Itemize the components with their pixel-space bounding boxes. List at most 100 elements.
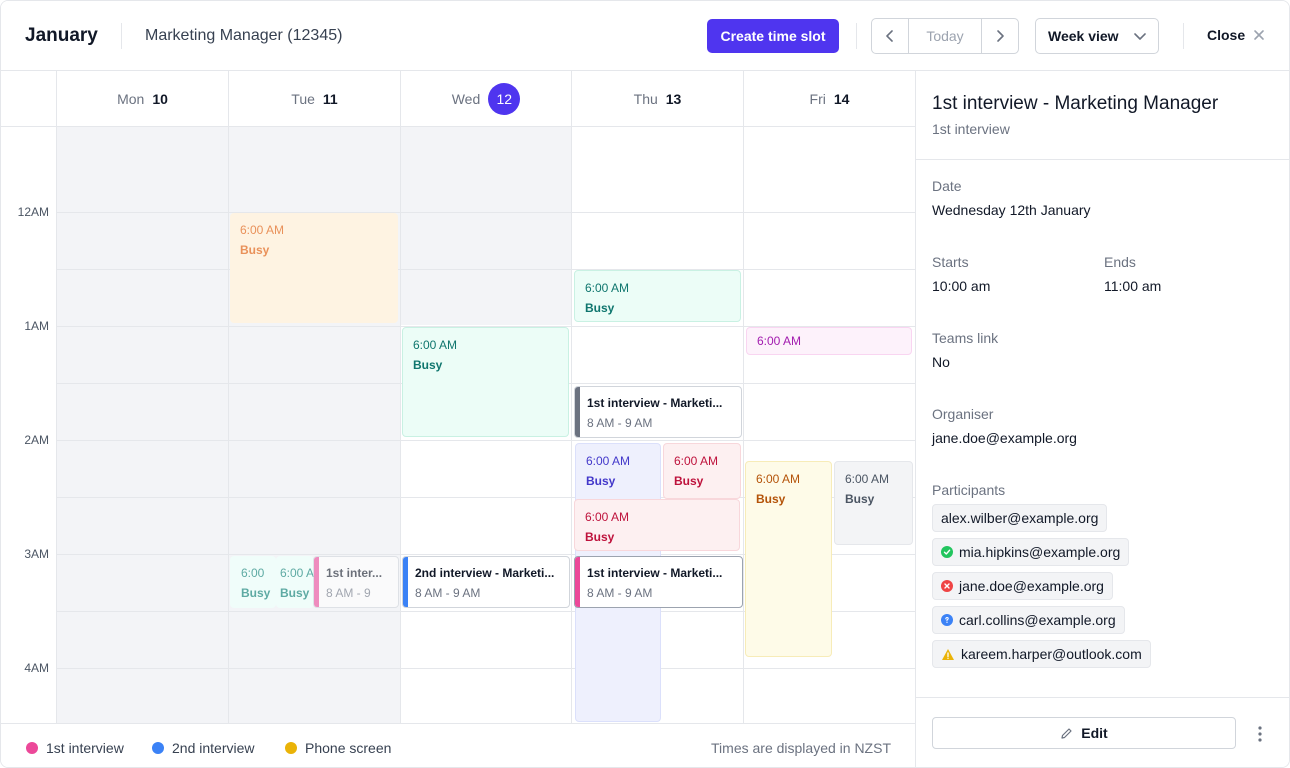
busy-event[interactable]: 6:00 A Busy <box>276 556 314 608</box>
participant-chip: jane.doe@example.org <box>932 572 1113 600</box>
busy-event[interactable]: 6:00 AM <box>746 327 912 355</box>
event-time: 8 AM - 9 AM <box>587 416 653 430</box>
day-column-thu[interactable] <box>572 127 744 723</box>
interview-event[interactable]: 1st inter... 8 AM - 9 <box>313 556 399 608</box>
timezone-note: Times are displayed in NZST <box>711 740 891 756</box>
event-time: 6:00 AM <box>585 281 630 295</box>
time-label: 1AM <box>24 319 49 333</box>
grid-line <box>57 326 915 327</box>
ends-label: Ends <box>1104 254 1136 270</box>
today-button[interactable]: Today <box>908 19 982 53</box>
grid-line <box>57 212 915 213</box>
date-label: Date <box>932 178 962 194</box>
event-details-panel: 1st interview - Marketing Manager 1st in… <box>915 71 1289 767</box>
participant-chip: carl.collins@example.org <box>932 606 1125 634</box>
previous-week-button[interactable] <box>872 19 908 53</box>
legend-label: 2nd interview <box>172 740 255 756</box>
starts-value: 10:00 am <box>932 278 991 294</box>
day-column-wed[interactable] <box>401 127 572 723</box>
date-value: Wednesday 12th January <box>932 202 1091 218</box>
event-status: Busy <box>585 301 615 315</box>
event-time: 6:00 <box>241 566 265 580</box>
interview-event[interactable]: 1st interview - Marketi... 8 AM - 9 AM <box>574 556 743 608</box>
day-column-mon[interactable] <box>57 127 229 723</box>
close-label: Close <box>1207 27 1246 43</box>
date-navigation: Today <box>871 18 1019 54</box>
event-color-bar <box>314 557 319 607</box>
event-type: 1st interview <box>932 121 1010 137</box>
job-title: Marketing Manager (12345) <box>145 27 343 44</box>
event-time: 6:00 AM <box>240 223 285 237</box>
past-hours-shade <box>401 127 571 325</box>
event-time: 6:00 A <box>280 566 314 580</box>
chevron-left-icon <box>886 30 893 42</box>
day-number: 13 <box>665 90 682 107</box>
busy-event[interactable]: 6:00 AM Busy <box>574 270 741 322</box>
participants-label: Participants <box>932 482 1006 498</box>
day-name: Mon <box>117 90 145 107</box>
event-status: Busy <box>674 474 704 488</box>
grid-line <box>57 269 915 270</box>
event-color-bar <box>403 557 408 607</box>
pencil-icon <box>1061 727 1072 739</box>
legend-label: Phone screen <box>305 740 392 756</box>
event-time: 8 AM - 9 AM <box>587 586 653 600</box>
legend-item-phone-screen: Phone screen <box>285 740 391 756</box>
divider <box>916 159 1289 160</box>
more-options-icon[interactable] <box>1254 725 1266 743</box>
top-bar: January Marketing Manager (12345) Create… <box>1 1 1289 71</box>
teams-link-label: Teams link <box>932 330 999 346</box>
day-number: 14 <box>833 90 850 107</box>
divider <box>1183 23 1184 49</box>
month-title: January <box>25 25 98 46</box>
time-label: 3AM <box>24 547 49 561</box>
participant-email: mia.hipkins@example.org <box>959 544 1121 560</box>
busy-event[interactable]: 6:00 AM Busy <box>230 213 398 323</box>
warning-icon <box>942 648 954 660</box>
ends-value: 11:00 am <box>1104 278 1162 294</box>
day-number: 11 <box>322 90 338 107</box>
view-selector[interactable]: Week view <box>1035 18 1159 54</box>
event-time: 8 AM - 9 AM <box>415 586 481 600</box>
time-label: 2AM <box>24 433 49 447</box>
next-week-button[interactable] <box>982 19 1018 53</box>
event-time: 6:00 AM <box>757 334 802 348</box>
event-status: Busy <box>280 586 310 600</box>
busy-event[interactable]: 6:00 AM Busy <box>574 499 740 551</box>
edit-label: Edit <box>1081 725 1108 741</box>
create-time-slot-button[interactable]: Create time slot <box>707 19 839 53</box>
interview-event[interactable]: 1st interview - Marketi... 8 AM - 9 AM <box>574 386 742 438</box>
starts-label: Starts <box>932 254 969 270</box>
participant-email: kareem.harper@outlook.com <box>961 646 1142 662</box>
busy-event[interactable]: 6:00 AM Busy <box>834 461 913 545</box>
legend-item-1st-interview: 1st interview <box>26 740 124 756</box>
participant-chip: kareem.harper@outlook.com <box>932 640 1151 668</box>
week-calendar: Mon 10 Tue 11 Wed 12 Thu 13 Fri 14 12AM <box>1 71 915 723</box>
event-title: 1st interview - Marketing Manager <box>932 93 1219 114</box>
event-title: 1st interview - Marketi... <box>587 396 723 410</box>
busy-event[interactable]: 6:00 AM Busy <box>402 327 569 437</box>
event-time: 6:00 AM <box>674 454 719 468</box>
chevron-right-icon <box>997 30 1004 42</box>
event-status: Busy <box>241 586 271 600</box>
event-title: 2nd interview - Marketi... <box>415 566 555 580</box>
close-icon <box>1254 30 1264 40</box>
divider <box>856 23 857 49</box>
grid-line <box>57 668 915 669</box>
interview-event[interactable]: 2nd interview - Marketi... 8 AM - 9 AM <box>402 556 570 608</box>
busy-event[interactable]: 6:00 AM Busy <box>745 461 832 657</box>
day-name: Tue <box>291 90 315 107</box>
event-status: Busy <box>585 530 615 544</box>
busy-event[interactable]: 6:00 Busy <box>230 556 276 608</box>
divider <box>916 697 1289 698</box>
view-selector-label: Week view <box>1048 28 1119 44</box>
close-button[interactable]: Close <box>1207 27 1265 43</box>
day-number: 10 <box>152 90 168 107</box>
busy-event[interactable]: 6:00 AM Busy <box>663 443 741 499</box>
today-day-number: 12 <box>488 82 521 115</box>
event-time: 6:00 AM <box>586 454 631 468</box>
calendar-footer: 1st interview 2nd interview Phone screen… <box>1 723 915 767</box>
edit-button[interactable]: Edit <box>932 717 1236 749</box>
grid-line <box>57 611 915 612</box>
